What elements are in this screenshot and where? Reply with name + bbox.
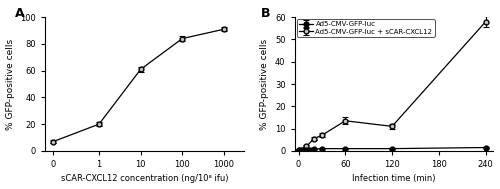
Text: A: A [15, 6, 24, 19]
X-axis label: sCAR-CXCL12 concentration (ng/10⁸ ifu): sCAR-CXCL12 concentration (ng/10⁸ ifu) [60, 174, 228, 184]
Text: B: B [261, 6, 270, 19]
Legend: Ad5-CMV-GFP-luc, Ad5-CMV-GFP-luc + sCAR-CXCL12: Ad5-CMV-GFP-luc, Ad5-CMV-GFP-luc + sCAR-… [296, 19, 434, 37]
Y-axis label: % GFP-positive cells: % GFP-positive cells [260, 39, 270, 130]
Y-axis label: % GFP-positive cells: % GFP-positive cells [6, 39, 15, 130]
X-axis label: Infection time (min): Infection time (min) [352, 174, 436, 184]
